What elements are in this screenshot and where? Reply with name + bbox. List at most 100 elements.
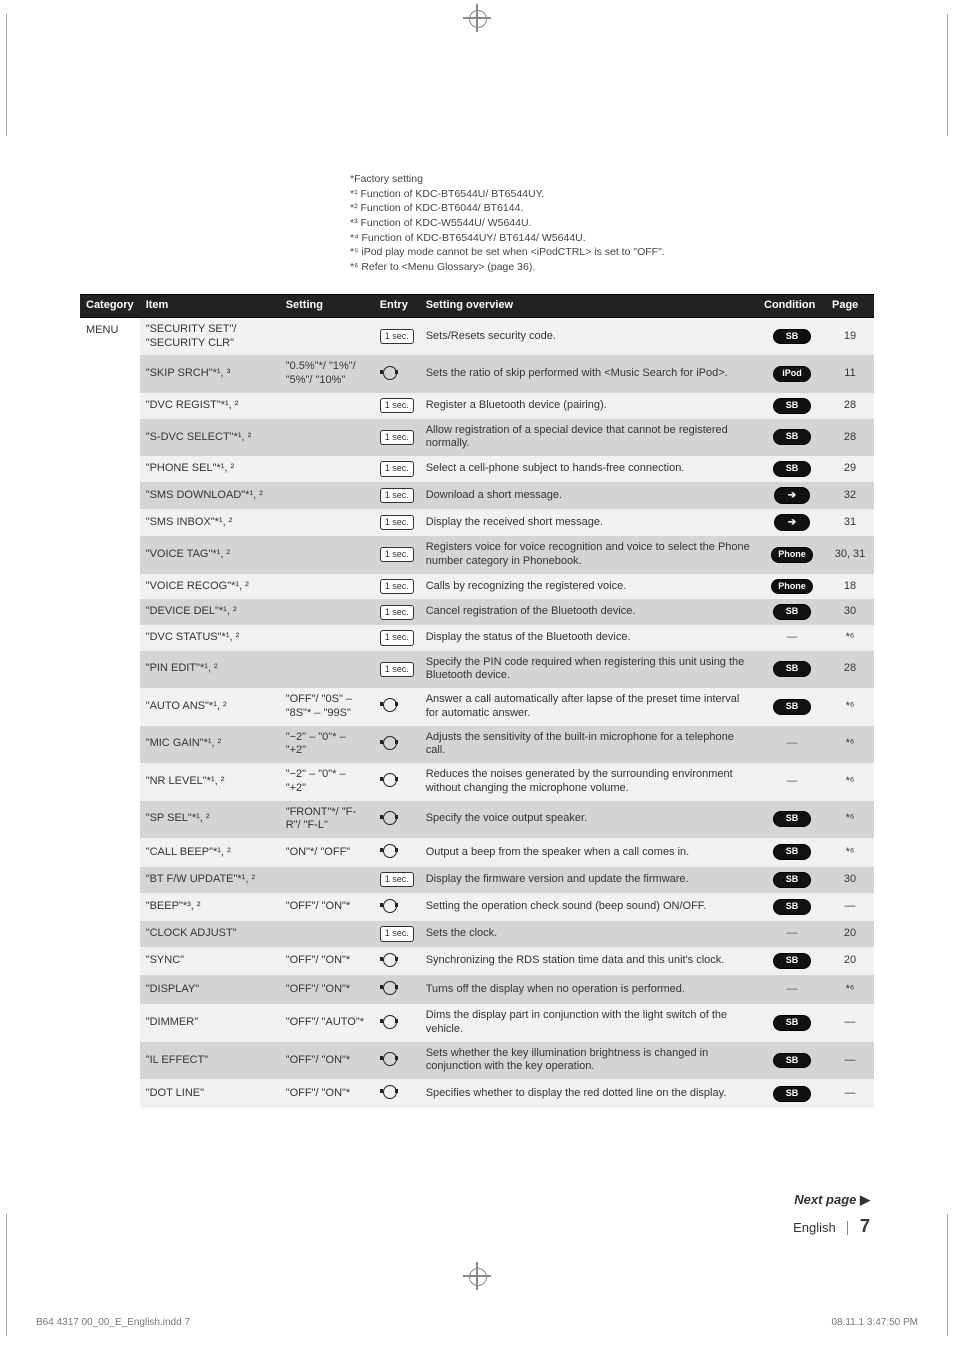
entry-cell (374, 947, 420, 976)
entry-cell: 1 sec. (374, 921, 420, 946)
table-row: "DVC STATUS"*¹, ² 1 sec.Display the statu… (80, 625, 874, 650)
arrow-badge-icon (774, 487, 810, 504)
condition-badge: Phone (771, 547, 813, 563)
entry-cell: 1 sec. (374, 625, 420, 650)
table-row: "SP SEL"*¹, ²"FRONT"*/ "F-R"/ "F-L"Speci… (80, 801, 874, 839)
item-cell: "SMS INBOX"*¹, ² (140, 509, 280, 536)
condition-badge: SB (773, 461, 811, 477)
page-cell: *⁶ (826, 975, 874, 1004)
footnote-line: *² Function of KDC-BT6044/ BT6144. (350, 201, 850, 216)
overview-cell: Specifies whether to display the red dot… (420, 1079, 758, 1108)
overview-cell: Calls by recognizing the registered voic… (420, 574, 758, 600)
overview-cell: Dims the display part in conjunction wit… (420, 1004, 758, 1042)
one-sec-icon: 1 sec. (380, 872, 414, 887)
page-cell: 20 (826, 921, 874, 946)
page-cell: — (826, 1042, 874, 1080)
knob-icon (380, 365, 398, 379)
table-row: "CALL BEEP"*¹, ²"ON"*/ "OFF"Output a bee… (80, 838, 874, 867)
table-row: "BT F/W UPDATE"*¹, ²1 sec.Display the fi… (80, 867, 874, 893)
table-row: "BEEP"*³, ²"OFF"/ "ON"*Setting the opera… (80, 893, 874, 922)
condition-cell: SB (758, 893, 826, 922)
entry-cell (374, 726, 420, 764)
overview-cell: Select a cell-phone subject to hands-fre… (420, 456, 758, 482)
overview-cell: Sets/Resets security code. (420, 317, 758, 355)
condition-badge: SB (773, 844, 811, 860)
setting-cell (280, 509, 374, 536)
condition-badge: SB (773, 398, 811, 414)
dash-icon: — (787, 927, 798, 939)
setting-cell: "−2" – "0"* – "+2" (280, 726, 374, 764)
table-row: "IL EFFECT""OFF"/ "ON"*Sets whether the … (80, 1042, 874, 1080)
condition-cell: SB (758, 1004, 826, 1042)
fold-mark (947, 1214, 948, 1336)
condition-cell: — (758, 625, 826, 650)
condition-badge: SB (773, 699, 811, 715)
item-cell: "MIC GAIN"*¹, ² (140, 726, 280, 764)
entry-cell (374, 763, 420, 801)
print-footer-left: B64 4317 00_00_E_English.indd 7 (36, 1317, 190, 1328)
knob-icon (380, 1014, 398, 1028)
fold-mark (6, 14, 7, 136)
entry-cell: 1 sec. (374, 651, 420, 689)
table-header-row: Category Item Setting Entry Setting over… (80, 295, 874, 318)
page-cell: 11 (826, 355, 874, 393)
th-setting: Setting (280, 295, 374, 318)
condition-cell: SB (758, 1042, 826, 1080)
condition-cell: — (758, 763, 826, 801)
overview-cell: Display the status of the Bluetooth devi… (420, 625, 758, 650)
entry-cell (374, 893, 420, 922)
overview-cell: Reduces the noises generated by the surr… (420, 763, 758, 801)
item-cell: "SP SEL"*¹, ² (140, 801, 280, 839)
condition-badge: SB (773, 604, 811, 620)
entry-cell: 1 sec. (374, 536, 420, 574)
page-cell: *⁶ (826, 763, 874, 801)
page-cell: *⁶ (826, 688, 874, 726)
table-row: "DISPLAY""OFF"/ "ON"*Turns off the displ… (80, 975, 874, 1004)
table-row: "SYNC""OFF"/ "ON"*Synchronizing the RDS … (80, 947, 874, 976)
setting-cell: "OFF"/ "AUTO"* (280, 1004, 374, 1042)
th-item: Item (140, 295, 280, 318)
overview-cell: Setting the operation check sound (beep … (420, 893, 758, 922)
page-cell: 30 (826, 599, 874, 625)
entry-cell (374, 1079, 420, 1108)
condition-badge: SB (773, 661, 811, 677)
condition-cell: SB (758, 801, 826, 839)
overview-cell: Display the firmware version and update … (420, 867, 758, 893)
crop-mark-top (463, 4, 491, 32)
overview-cell: Cancel registration of the Bluetooth dev… (420, 599, 758, 625)
entry-cell: 1 sec. (374, 393, 420, 419)
condition-cell: SB (758, 651, 826, 689)
table-row: "DIMMER""OFF"/ "AUTO"* Dims the display p… (80, 1004, 874, 1042)
table-row: "DEVICE DEL"*¹, ²1 sec.Cancel registrati… (80, 599, 874, 625)
th-page: Page (826, 295, 874, 318)
overview-cell: Output a beep from the speaker when a ca… (420, 838, 758, 867)
item-cell: "BEEP"*³, ² (140, 893, 280, 922)
item-cell: "NR LEVEL"*¹, ² (140, 763, 280, 801)
item-cell: "DIMMER" (140, 1004, 280, 1042)
one-sec-icon: 1 sec. (380, 579, 414, 594)
condition-cell: SB (758, 688, 826, 726)
th-entry: Entry (374, 295, 420, 318)
overview-cell: Sets whether the key illumination bright… (420, 1042, 758, 1080)
setting-cell (280, 625, 374, 650)
condition-badge: SB (773, 899, 811, 915)
item-cell: "DVC STATUS"*¹, ² (140, 625, 280, 650)
condition-badge: SB (773, 1053, 811, 1069)
overview-cell: Register a Bluetooth device (pairing). (420, 393, 758, 419)
condition-badge: SB (773, 1015, 811, 1031)
next-page-label: Next page (794, 1192, 870, 1208)
table-row: "PIN EDIT"*¹, ²1 sec.Specify the PIN cod… (80, 651, 874, 689)
entry-cell: 1 sec. (374, 867, 420, 893)
setting-cell: "OFF"/ "ON"* (280, 947, 374, 976)
condition-cell (758, 482, 826, 509)
item-cell: "PIN EDIT"*¹, ² (140, 651, 280, 689)
setting-cell: "OFF"/ "ON"* (280, 1079, 374, 1108)
knob-icon (380, 772, 398, 786)
page-cell: — (826, 1004, 874, 1042)
condition-cell: — (758, 975, 826, 1004)
one-sec-icon: 1 sec. (380, 926, 414, 941)
table-row: MENU"SECURITY SET"/ "SECURITY CLR"1 sec.… (80, 317, 874, 355)
table-row: "DVC REGIST"*¹, ²1 sec.Register a Blueto… (80, 393, 874, 419)
language-label: English (793, 1220, 836, 1235)
setting-cell: "−2" – "0"* – "+2" (280, 763, 374, 801)
